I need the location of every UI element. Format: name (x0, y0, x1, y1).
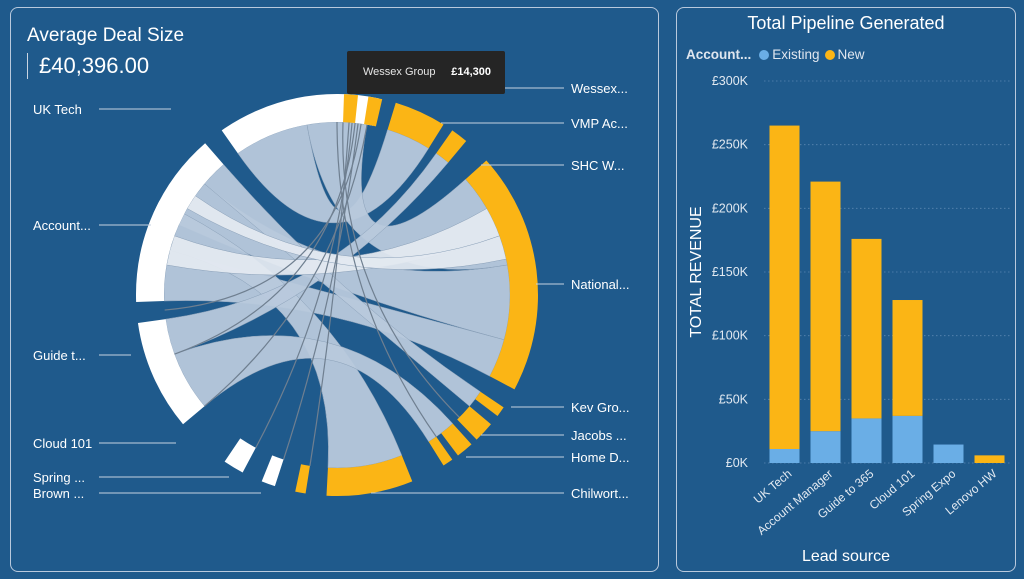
tooltip-value: £14,300 (451, 66, 491, 78)
x-axis-title: Lead source (801, 548, 891, 565)
chord-label-right: Wessex... (571, 81, 628, 96)
arc-spring-expo[interactable] (224, 438, 256, 473)
chord-label-right: Jacobs ... (571, 428, 627, 443)
bar-existing[interactable] (892, 415, 923, 463)
legend-item-new[interactable]: New (824, 47, 865, 62)
legend-dot-existing (759, 49, 770, 60)
bar-existing[interactable] (851, 418, 882, 463)
y-tick-label: £250K (712, 138, 749, 152)
chord-ribbon[interactable] (204, 164, 481, 407)
tooltip-name: Wessex Group (363, 66, 436, 78)
legend-label-new: New (837, 47, 865, 62)
card-value: £40,396.00 (39, 53, 150, 78)
chord-label-left: Cloud 101 (33, 436, 92, 451)
y-tick-label: £100K (712, 329, 749, 343)
y-tick-label: £0K (726, 456, 749, 470)
chord-link (174, 122, 356, 355)
chord-label-left: Account... (33, 218, 91, 233)
legend-dot-new (824, 49, 835, 60)
arc-home-d-a[interactable] (428, 436, 453, 466)
arc-kev-group[interactable] (475, 391, 504, 416)
bar-new[interactable] (892, 300, 923, 416)
legend-title: Account... (686, 47, 752, 62)
arc-brown[interactable] (261, 455, 284, 487)
arc-account-manager[interactable] (153, 143, 224, 225)
bar-existing[interactable] (810, 431, 841, 463)
x-tick-label: Account Manager (754, 467, 835, 538)
y-tick-label: £150K (712, 265, 749, 279)
bar-new[interactable] (769, 125, 800, 449)
arc-cloud-101[interactable] (137, 319, 205, 425)
arc-guide-to-365[interactable] (136, 200, 185, 303)
legend-item-existing[interactable]: Existing (759, 47, 820, 62)
chord-label-right: Chilwort... (571, 486, 629, 501)
arc-home-d[interactable] (441, 423, 472, 456)
chord-label-right: SHC W... (571, 158, 624, 173)
stacked-bar-chart[interactable]: £0K £50K £100K £150K £200K £250K £300K TOTAL RE… (677, 8, 1017, 573)
average-deal-size-card[interactable]: UK Tech Account... Guide t... Cloud 101 Spri… (10, 7, 659, 572)
chart-title: Total Pipeline Generated (747, 13, 945, 33)
chord-diagram[interactable]: UK Tech Account... Guide t... Cloud 101 Spri… (11, 8, 660, 573)
arc-vmp[interactable] (387, 102, 444, 149)
chord-label-right: Home D... (571, 450, 630, 465)
pipeline-chart-card[interactable]: Total Pipeline Generated Account... Exis… (676, 7, 1016, 572)
arc-jacobs[interactable] (457, 406, 491, 440)
chord-link (342, 122, 460, 418)
y-tick-label: £300K (712, 74, 749, 88)
legend: Account... Existing New (686, 47, 870, 62)
card-title: Average Deal Size (27, 25, 185, 46)
arc-uk-tech[interactable] (221, 94, 379, 154)
arc-chilworth[interactable] (326, 455, 413, 497)
tooltip: Wessex Group £14,300 (347, 51, 505, 94)
chord-label-left: Spring ... (33, 470, 85, 485)
arc-wessex-highlight[interactable] (343, 94, 359, 123)
chord-link (336, 121, 437, 438)
arc-wessex[interactable] (364, 96, 383, 127)
chord-label-right: Kev Gro... (571, 400, 630, 415)
chord-label-left: Guide t... (33, 348, 86, 363)
chord-label-left: UK Tech (33, 102, 82, 117)
chord-link (204, 124, 368, 407)
chord-link (309, 122, 350, 466)
y-axis-title: TOTAL REVENUE (688, 206, 705, 337)
bar-new[interactable] (810, 181, 841, 432)
bar-existing[interactable] (769, 448, 800, 463)
y-tick-label: £50K (719, 392, 749, 406)
y-tick-label: £200K (712, 201, 749, 215)
card-value-box: £40,396.00 (27, 53, 149, 79)
legend-label-existing: Existing (772, 47, 820, 62)
chord-link (164, 123, 362, 311)
chord-label-right: VMP Ac... (571, 116, 628, 131)
bar-new[interactable] (851, 238, 882, 419)
chord-label-right: National... (571, 277, 630, 292)
bar-existing[interactable] (933, 444, 964, 463)
chord-label-left: Brown ... (33, 486, 84, 501)
arc-national[interactable] (465, 160, 538, 390)
arc-shc[interactable] (436, 130, 467, 163)
bar-new[interactable] (974, 455, 1005, 463)
arc-small-1[interactable] (295, 464, 310, 494)
